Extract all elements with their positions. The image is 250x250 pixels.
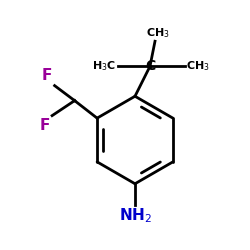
Text: F: F [39,118,50,133]
Text: CH$_3$: CH$_3$ [146,26,170,40]
Text: H$_3$C: H$_3$C [92,59,116,73]
Text: CH$_3$: CH$_3$ [186,59,210,73]
Text: C: C [145,59,155,73]
Text: F: F [42,68,52,83]
Text: NH$_2$: NH$_2$ [118,206,152,225]
